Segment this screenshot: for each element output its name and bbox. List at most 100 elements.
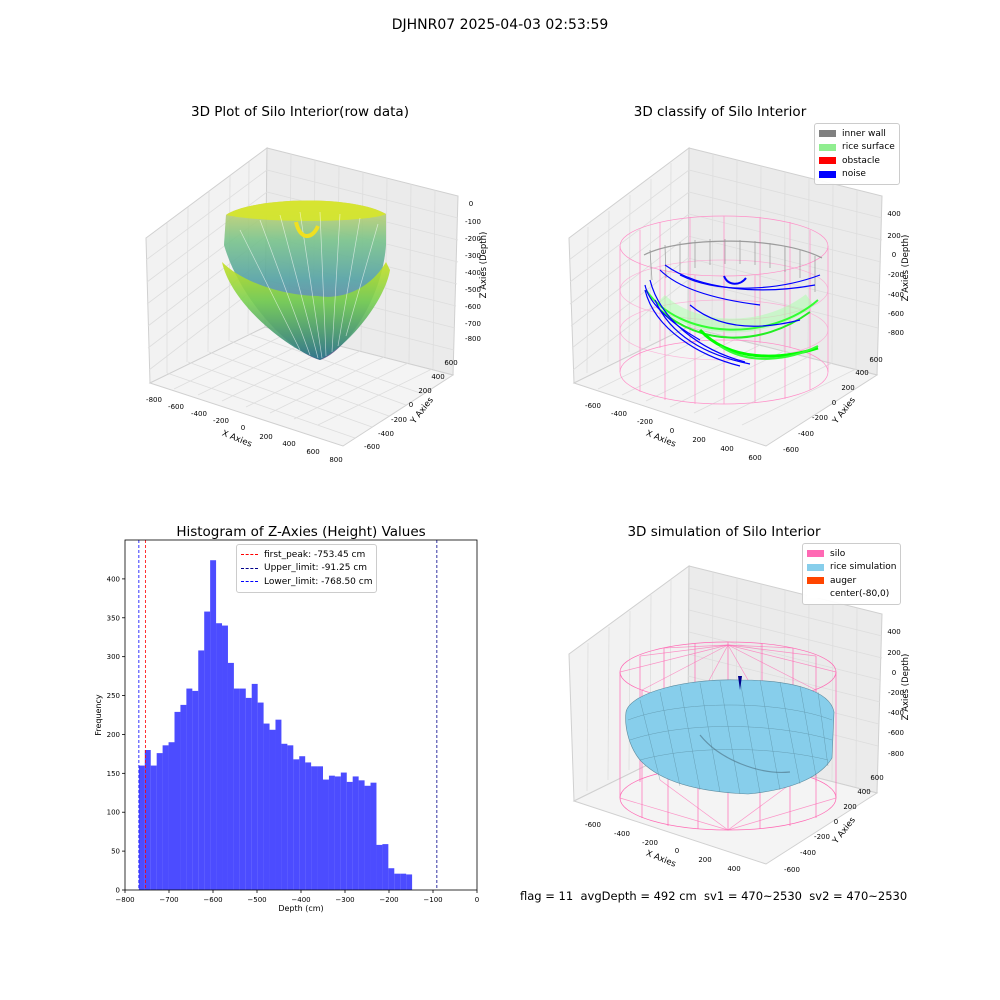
histogram-bar bbox=[287, 745, 294, 890]
panel1-z-tick: -300 bbox=[465, 252, 481, 260]
histogram-bar bbox=[311, 766, 318, 890]
panel1-x-tick: 200 bbox=[259, 433, 272, 441]
status-footer: flag = 11 avgDepth = 492 cm sv1 = 470~25… bbox=[520, 889, 908, 903]
histogram-bar bbox=[317, 766, 323, 890]
histogram-bar bbox=[263, 723, 270, 890]
histogram-bar bbox=[364, 785, 371, 890]
panel2-y-tick: 200 bbox=[841, 384, 854, 392]
panel1-y-tick: -400 bbox=[378, 430, 394, 438]
histogram-bar bbox=[168, 742, 175, 890]
x-tick-label: −600 bbox=[203, 896, 222, 904]
panel2-x-tick: 400 bbox=[720, 445, 733, 453]
histogram-bar bbox=[346, 781, 353, 890]
panel4-z-tick: -400 bbox=[888, 709, 904, 717]
panel3-title: Histogram of Z-Axies (Height) Values bbox=[176, 524, 426, 540]
x-axis-label: Depth (cm) bbox=[278, 904, 323, 913]
panel2-z-tick: 0 bbox=[892, 251, 896, 259]
panel2-x-tick: 600 bbox=[748, 454, 761, 462]
panel4-y-tick: 600 bbox=[870, 774, 883, 782]
panel1-z-label: Z Axies (Depth) bbox=[479, 232, 489, 299]
histogram-bar bbox=[174, 711, 181, 890]
y-tick-label: 150 bbox=[107, 770, 120, 778]
histogram-bar bbox=[328, 775, 335, 890]
x-tick-label: −400 bbox=[291, 896, 310, 904]
histogram-bar bbox=[394, 873, 401, 890]
y-tick-label: 300 bbox=[107, 653, 120, 661]
legend-item-center: center(-80,0) bbox=[807, 588, 896, 602]
histogram-bar bbox=[352, 776, 359, 890]
panel2-z-tick: -800 bbox=[888, 329, 904, 337]
histogram-bar bbox=[245, 697, 252, 890]
panel1-surface bbox=[222, 200, 390, 360]
panel2-z-tick: 200 bbox=[887, 232, 900, 240]
histogram-bar bbox=[156, 753, 163, 890]
panel4-legend: silo rice simulation auger center(-80,0) bbox=[802, 543, 902, 605]
panel2-z-label: Z Axies (Depth) bbox=[901, 235, 911, 302]
panel4-z-tick: -200 bbox=[888, 689, 904, 697]
histogram-bar bbox=[376, 844, 383, 890]
legend-swatch bbox=[807, 550, 824, 558]
panel4-x-tick: -400 bbox=[614, 830, 630, 838]
histogram-bar bbox=[186, 688, 193, 890]
panel1-z-tick: -500 bbox=[465, 286, 481, 294]
panel1-x-tick: 400 bbox=[282, 440, 295, 448]
panel4-z-tick: 400 bbox=[887, 628, 900, 636]
legend-item-silo: silo bbox=[807, 547, 896, 561]
y-tick-label: 50 bbox=[111, 848, 120, 856]
histogram-vlines bbox=[138, 540, 438, 890]
histogram-bar bbox=[275, 719, 282, 890]
panel1-y-tick: -600 bbox=[364, 443, 380, 451]
panel2-y-tick: -200 bbox=[812, 414, 828, 422]
legend-item-first-peak: first_peak: -753.45 cm bbox=[241, 548, 372, 562]
panel1-gridlines bbox=[145, 153, 459, 439]
legend-item-inner-wall: inner wall bbox=[819, 127, 895, 141]
panel1-z-tick: -700 bbox=[465, 320, 481, 328]
histogram-bar bbox=[340, 772, 347, 890]
panel4-z-tick: 200 bbox=[887, 649, 900, 657]
panel2-x-tick: 200 bbox=[692, 436, 705, 444]
y-tick-label: 100 bbox=[107, 809, 120, 817]
histogram-bar bbox=[210, 560, 217, 890]
x-tick-label: −500 bbox=[247, 896, 266, 904]
panel2-y-tick: -600 bbox=[783, 446, 799, 454]
panel1-z-tick: -100 bbox=[465, 218, 481, 226]
panel4-x-label: X Axies bbox=[644, 849, 677, 870]
histogram-bars bbox=[138, 560, 413, 890]
histogram-bar bbox=[323, 779, 329, 890]
histogram-bar bbox=[198, 650, 205, 890]
legend-swatch bbox=[819, 130, 836, 138]
panel3-legend: first_peak: -753.45 cm Upper_limit: -91.… bbox=[236, 544, 378, 593]
panel4-y-tick: -600 bbox=[784, 866, 800, 874]
panel1-floor-pane bbox=[148, 326, 455, 447]
legend-swatch bbox=[819, 170, 836, 178]
panel1-y-tick: 0 bbox=[409, 401, 413, 409]
histogram-bar bbox=[305, 762, 312, 890]
panel2-y-tick: 400 bbox=[855, 369, 868, 377]
panel1-z-tick: -400 bbox=[465, 269, 481, 277]
legend-item-obstacle: obstacle bbox=[819, 154, 895, 168]
legend-item-noise: noise bbox=[819, 168, 895, 182]
histogram-bar bbox=[227, 662, 234, 890]
legend-swatch bbox=[819, 157, 836, 165]
histogram-bar bbox=[138, 765, 145, 890]
legend-item-rice-surface: rice surface bbox=[819, 141, 895, 155]
histogram-bar bbox=[216, 623, 223, 890]
panel4-y-tick: -200 bbox=[814, 833, 830, 841]
panel1-x-tick: 0 bbox=[241, 424, 245, 432]
x-tick-label: −100 bbox=[423, 896, 442, 904]
legend-item-lower-limit: Lower_limit: -768.50 cm bbox=[241, 575, 372, 589]
x-tick-label: −700 bbox=[159, 896, 178, 904]
panel2-noise bbox=[644, 264, 821, 367]
legend-line bbox=[241, 554, 258, 556]
panel2-inner-wall bbox=[643, 239, 823, 292]
legend-swatch bbox=[807, 563, 824, 571]
panel2-floor-pane bbox=[572, 326, 879, 447]
histogram-bar bbox=[299, 756, 306, 890]
histogram-bar bbox=[281, 743, 288, 890]
legend-line bbox=[241, 567, 258, 569]
panel4-x-tick: 0 bbox=[675, 847, 679, 855]
histogram-bar bbox=[180, 704, 187, 890]
histogram-bar bbox=[251, 683, 258, 890]
